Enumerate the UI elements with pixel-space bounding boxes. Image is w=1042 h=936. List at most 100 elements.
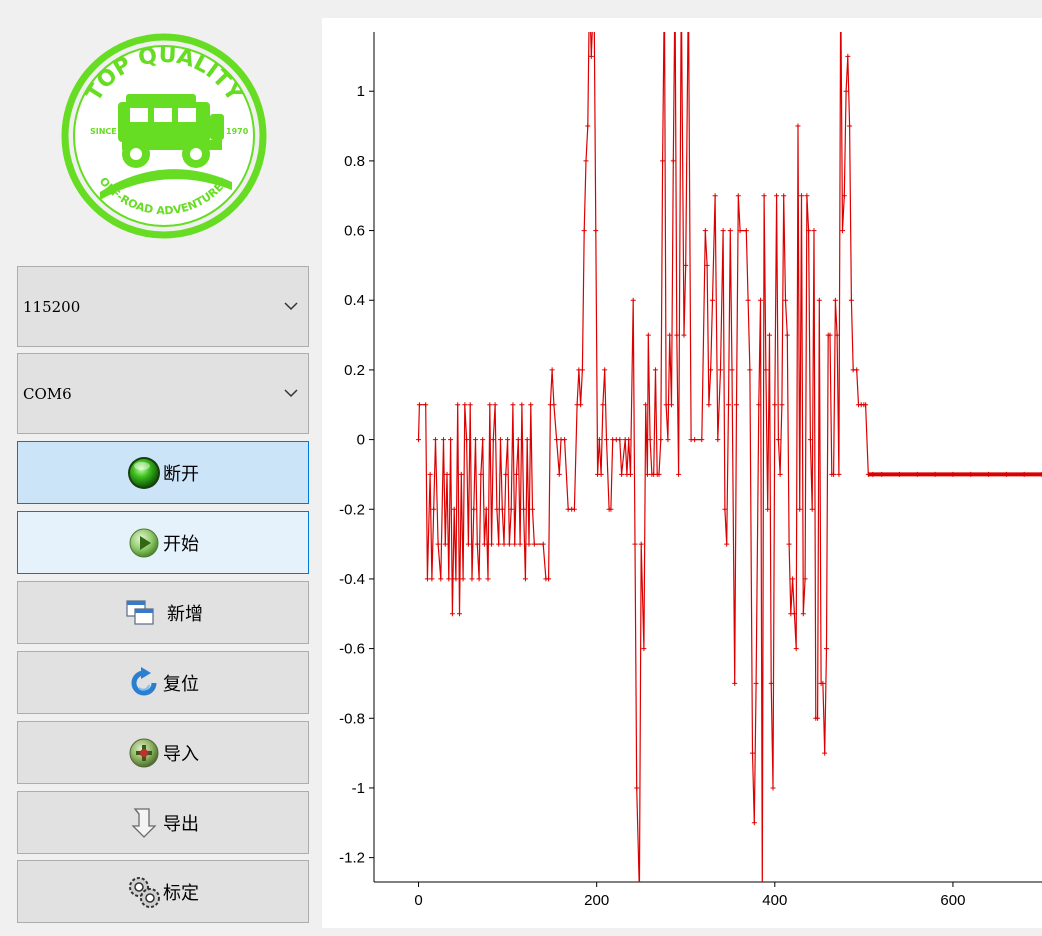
- data-point: [600, 402, 606, 408]
- data-point: [596, 437, 602, 443]
- data-point: [831, 471, 837, 477]
- data-point: [834, 332, 840, 338]
- export-label: 导出: [163, 813, 199, 834]
- data-point: [423, 402, 429, 408]
- data-point: [471, 506, 477, 512]
- data-point: [724, 541, 730, 547]
- data-point: [706, 402, 712, 408]
- export-button[interactable]: 导出: [17, 791, 309, 854]
- data-point: [768, 680, 774, 686]
- data-point: [772, 402, 778, 408]
- data-point: [784, 332, 790, 338]
- data-point: [427, 471, 433, 477]
- data-point: [432, 437, 438, 443]
- logo-year: 1970: [226, 127, 249, 136]
- data-point: [795, 123, 801, 129]
- reset-button[interactable]: 复位: [17, 651, 309, 714]
- data-point: [480, 437, 486, 443]
- data-point: [478, 471, 484, 477]
- data-point: [505, 437, 511, 443]
- data-point: [562, 437, 568, 443]
- data-point: [667, 332, 673, 338]
- data-point: [737, 228, 743, 234]
- com-port-select[interactable]: COM6: [17, 353, 309, 434]
- y-tick-label: 0: [357, 432, 365, 449]
- data-point: [641, 646, 647, 652]
- data-point: [681, 332, 687, 338]
- refresh-icon: [127, 666, 161, 700]
- data-point: [554, 437, 560, 443]
- data-point: [531, 541, 537, 547]
- data-point: [791, 611, 797, 617]
- calibrate-button[interactable]: 标定: [17, 860, 309, 923]
- x-tick-label: 600: [940, 892, 965, 909]
- data-point: [497, 437, 503, 443]
- data-point: [519, 402, 525, 408]
- data-point: [793, 646, 799, 652]
- chevron-down-icon: [284, 389, 298, 398]
- data-point: [617, 437, 623, 443]
- data-point: [863, 402, 869, 408]
- data-point: [751, 820, 757, 826]
- data-plot[interactable]: 1 0.8 0.6 0.4 0.2 0 -0.2 -0.4 -0.6 -0.8 -1 -1.2 0 200…: [322, 18, 1042, 928]
- add-button[interactable]: 新增: [17, 581, 309, 644]
- data-point: [442, 541, 448, 547]
- data-point: [514, 471, 520, 477]
- data-point: [753, 680, 759, 686]
- data-point: [854, 367, 860, 373]
- data-point: [816, 297, 822, 303]
- data-point: [770, 785, 776, 791]
- data-point: [725, 402, 731, 408]
- data-point: [416, 437, 422, 443]
- data-point: [583, 158, 589, 164]
- baud-rate-select[interactable]: 115200: [17, 266, 309, 347]
- data-point: [517, 541, 523, 547]
- data-point: [626, 437, 632, 443]
- x-tick-label: 0: [414, 892, 422, 909]
- data-point: [799, 193, 805, 199]
- disconnect-label: 断开: [163, 463, 199, 484]
- data-point: [729, 367, 735, 373]
- data-point: [692, 437, 698, 443]
- data-point: [665, 437, 671, 443]
- data-point: [481, 541, 487, 547]
- data-point: [506, 541, 512, 547]
- data-point: [815, 715, 821, 721]
- y-tick-label: 0.6: [344, 223, 365, 240]
- data-point: [790, 576, 796, 582]
- data-point: [683, 262, 689, 268]
- series-line: [417, 32, 1042, 882]
- calibrate-label: 标定: [163, 882, 199, 903]
- data-point: [440, 437, 446, 443]
- data-point: [578, 402, 584, 408]
- data-point: [496, 541, 502, 547]
- data-point: [501, 541, 507, 547]
- add-label: 新增: [167, 603, 203, 624]
- com-port-value: COM6: [23, 385, 72, 403]
- x-tick-label: 400: [762, 892, 787, 909]
- data-point: [448, 437, 454, 443]
- data-point: [735, 193, 741, 199]
- data-point: [720, 228, 726, 234]
- data-point: [476, 576, 482, 582]
- data-point: [455, 402, 461, 408]
- data-point: [745, 297, 751, 303]
- disconnect-button[interactable]: 断开: [17, 441, 309, 504]
- play-icon: [127, 526, 161, 560]
- data-point: [451, 506, 457, 512]
- data-point: [668, 402, 674, 408]
- data-point: [839, 228, 845, 234]
- data-point: [499, 506, 505, 512]
- data-point: [465, 541, 471, 547]
- data-point: [464, 437, 470, 443]
- data-point: [702, 228, 708, 234]
- data-point: [473, 437, 479, 443]
- start-button[interactable]: 开始: [17, 511, 309, 574]
- import-button[interactable]: 导入: [17, 721, 309, 784]
- reset-label: 复位: [163, 673, 199, 694]
- data-point: [446, 576, 452, 582]
- data-point: [847, 123, 853, 129]
- y-tick-label: 0.8: [344, 153, 365, 170]
- data-point: [756, 402, 762, 408]
- data-point: [806, 228, 812, 234]
